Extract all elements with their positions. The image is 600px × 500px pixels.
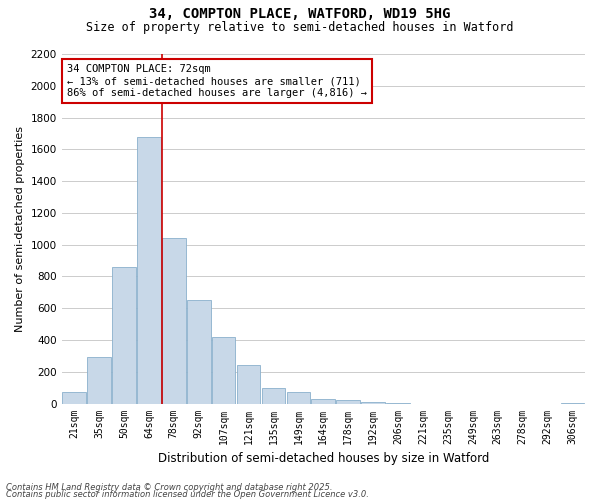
Bar <box>212 337 235 404</box>
Bar <box>311 399 335 404</box>
Text: Size of property relative to semi-detached houses in Watford: Size of property relative to semi-detach… <box>86 21 514 34</box>
Text: Contains HM Land Registry data © Crown copyright and database right 2025.: Contains HM Land Registry data © Crown c… <box>6 484 332 492</box>
Y-axis label: Number of semi-detached properties: Number of semi-detached properties <box>15 126 25 332</box>
Bar <box>262 388 286 404</box>
Bar <box>87 358 111 404</box>
Bar <box>386 403 410 404</box>
Bar <box>561 403 584 404</box>
Text: Contains public sector information licensed under the Open Government Licence v3: Contains public sector information licen… <box>6 490 369 499</box>
Bar <box>62 392 86 404</box>
Bar <box>287 392 310 404</box>
Bar <box>337 400 360 404</box>
Text: 34, COMPTON PLACE, WATFORD, WD19 5HG: 34, COMPTON PLACE, WATFORD, WD19 5HG <box>149 8 451 22</box>
X-axis label: Distribution of semi-detached houses by size in Watford: Distribution of semi-detached houses by … <box>158 452 489 465</box>
Bar <box>237 366 260 404</box>
Bar <box>137 136 161 404</box>
Bar <box>187 300 211 404</box>
Bar <box>361 402 385 404</box>
Bar <box>112 267 136 404</box>
Bar <box>162 238 185 404</box>
Text: 34 COMPTON PLACE: 72sqm
← 13% of semi-detached houses are smaller (711)
86% of s: 34 COMPTON PLACE: 72sqm ← 13% of semi-de… <box>67 64 367 98</box>
